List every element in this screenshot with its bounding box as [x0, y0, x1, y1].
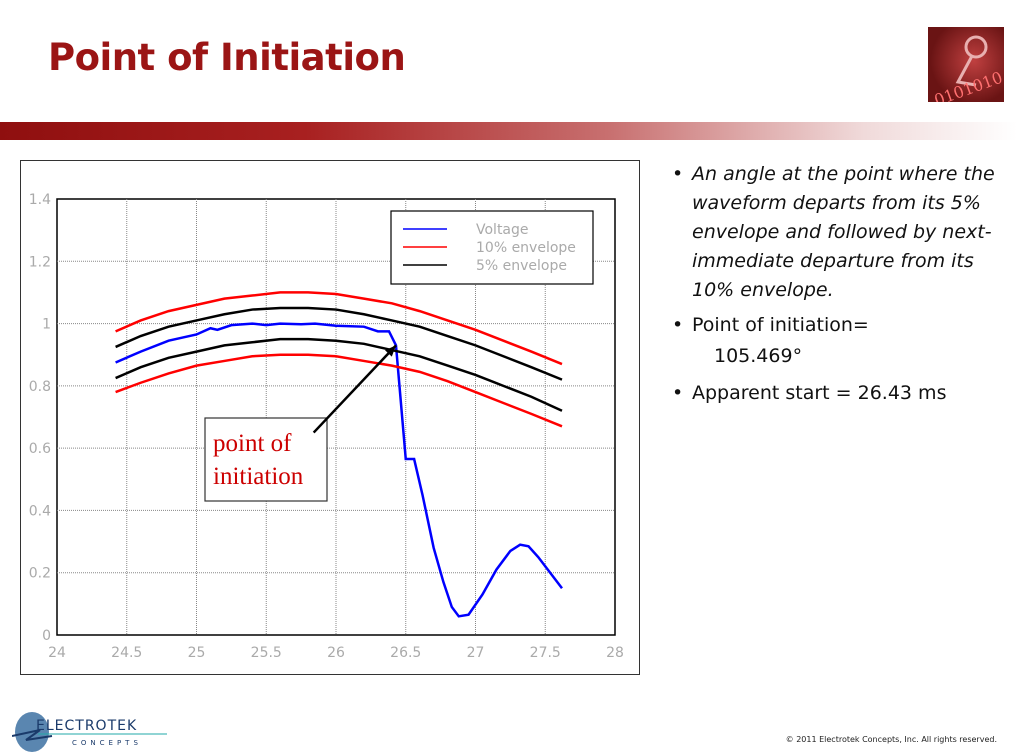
bullet-list: • An angle at the point where the wavefor…	[672, 160, 1002, 414]
series-line-10-envelope	[115, 353, 563, 428]
header-divider-bar	[0, 122, 1017, 140]
voltage-chart: 24 24.5 25 25.5 26 26.5 27 27.5 28 0 0.2 0.4 0.6 0.8 1…	[29, 192, 624, 661]
annotation-arrowhead-icon	[385, 345, 396, 357]
bullet-item: • An angle at the point where the wavefor…	[672, 160, 1002, 305]
x-tick-label: 25	[188, 645, 206, 661]
bullet-item: • Point of initiation=	[672, 311, 1002, 340]
y-tick-label: 0.8	[29, 379, 51, 395]
series-line-5-envelope	[115, 306, 563, 381]
page-title: Point of Initiation	[48, 36, 406, 79]
annotation-text-line2: initiation	[213, 463, 304, 490]
x-tick-label: 27.5	[530, 645, 561, 661]
annotation-arrow	[312, 344, 397, 434]
y-tick-label: 1.2	[29, 254, 51, 270]
bullet-text: Point of initiation=	[692, 314, 869, 336]
header-image-icon: 0101010	[928, 27, 1005, 110]
legend-label: 10% envelope	[476, 240, 576, 256]
annotation-text-line1: point of	[213, 430, 292, 457]
annotation-box	[204, 417, 328, 502]
logo-subtext: CONCEPTS	[72, 739, 142, 747]
series-line-5-envelope	[115, 337, 563, 412]
bullet-text: An angle at the point where the waveform…	[692, 163, 995, 301]
x-tick-label: 27	[467, 645, 485, 661]
x-tick-label: 25.5	[251, 645, 282, 661]
x-tick-label: 26.5	[390, 645, 421, 661]
series-line-voltage	[115, 322, 563, 618]
y-tick-label: 0.2	[29, 566, 51, 582]
x-tick-label: 24.5	[111, 645, 142, 661]
bullet-value: 105.469°	[714, 345, 803, 367]
series-line-10-envelope	[115, 291, 563, 366]
logo-text: ELECTROTEK	[36, 718, 137, 734]
legend-label: 5% envelope	[476, 258, 567, 274]
y-tick-label: 1.4	[29, 192, 51, 208]
bullet-item: • Apparent start = 26.43 ms	[672, 379, 1002, 408]
x-tick-label: 26	[327, 645, 345, 661]
svg-text:0101010: 0101010	[932, 68, 1004, 102]
y-tick-label: 0.6	[29, 441, 51, 457]
legend-label: Voltage	[476, 222, 529, 238]
x-tick-label: 28	[606, 645, 624, 661]
y-tick-label: 0	[42, 628, 51, 644]
bullet-text: Apparent start = 26.43 ms	[692, 382, 947, 404]
y-tick-label: 1	[42, 317, 51, 333]
copyright-text: © 2011 Electrotek Concepts, Inc. All rig…	[785, 735, 997, 744]
chart-frame: 24 24.5 25 25.5 26 26.5 27 27.5 28 0 0.2 0.4 0.6 0.8 1…	[20, 160, 640, 675]
y-tick-label: 0.4	[29, 503, 51, 519]
electrotek-logo: ELECTROTEK CONCEPTS	[11, 710, 172, 755]
x-tick-label: 24	[48, 645, 66, 661]
